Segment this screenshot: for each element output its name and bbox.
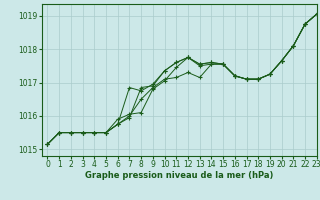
X-axis label: Graphe pression niveau de la mer (hPa): Graphe pression niveau de la mer (hPa) (85, 171, 273, 180)
